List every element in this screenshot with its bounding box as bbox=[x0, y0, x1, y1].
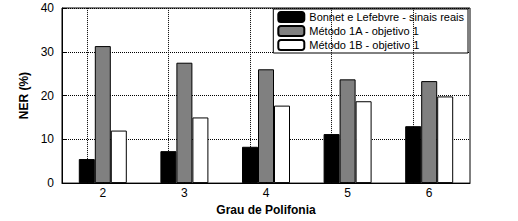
svg-text:4: 4 bbox=[263, 186, 270, 200]
svg-text:3: 3 bbox=[181, 186, 188, 200]
svg-text:6: 6 bbox=[426, 186, 433, 200]
svg-text:Bonnet e Lefebvre - sinais rea: Bonnet e Lefebvre - sinais reais bbox=[309, 11, 464, 23]
svg-text:0: 0 bbox=[47, 176, 54, 190]
svg-text:2: 2 bbox=[99, 186, 106, 200]
svg-text:Grau de Polifonia: Grau de Polifonia bbox=[216, 203, 316, 217]
svg-text:5: 5 bbox=[344, 186, 351, 200]
svg-text:20: 20 bbox=[41, 89, 55, 103]
svg-text:Método 1A - objetivo 1: Método 1A - objetivo 1 bbox=[309, 25, 418, 37]
svg-text:Método 1B - objetivo 1: Método 1B - objetivo 1 bbox=[309, 39, 419, 51]
svg-text:NER (%): NER (%) bbox=[17, 72, 31, 119]
svg-text:40: 40 bbox=[41, 1, 55, 15]
svg-text:10: 10 bbox=[41, 132, 55, 146]
svg-text:30: 30 bbox=[41, 45, 55, 59]
